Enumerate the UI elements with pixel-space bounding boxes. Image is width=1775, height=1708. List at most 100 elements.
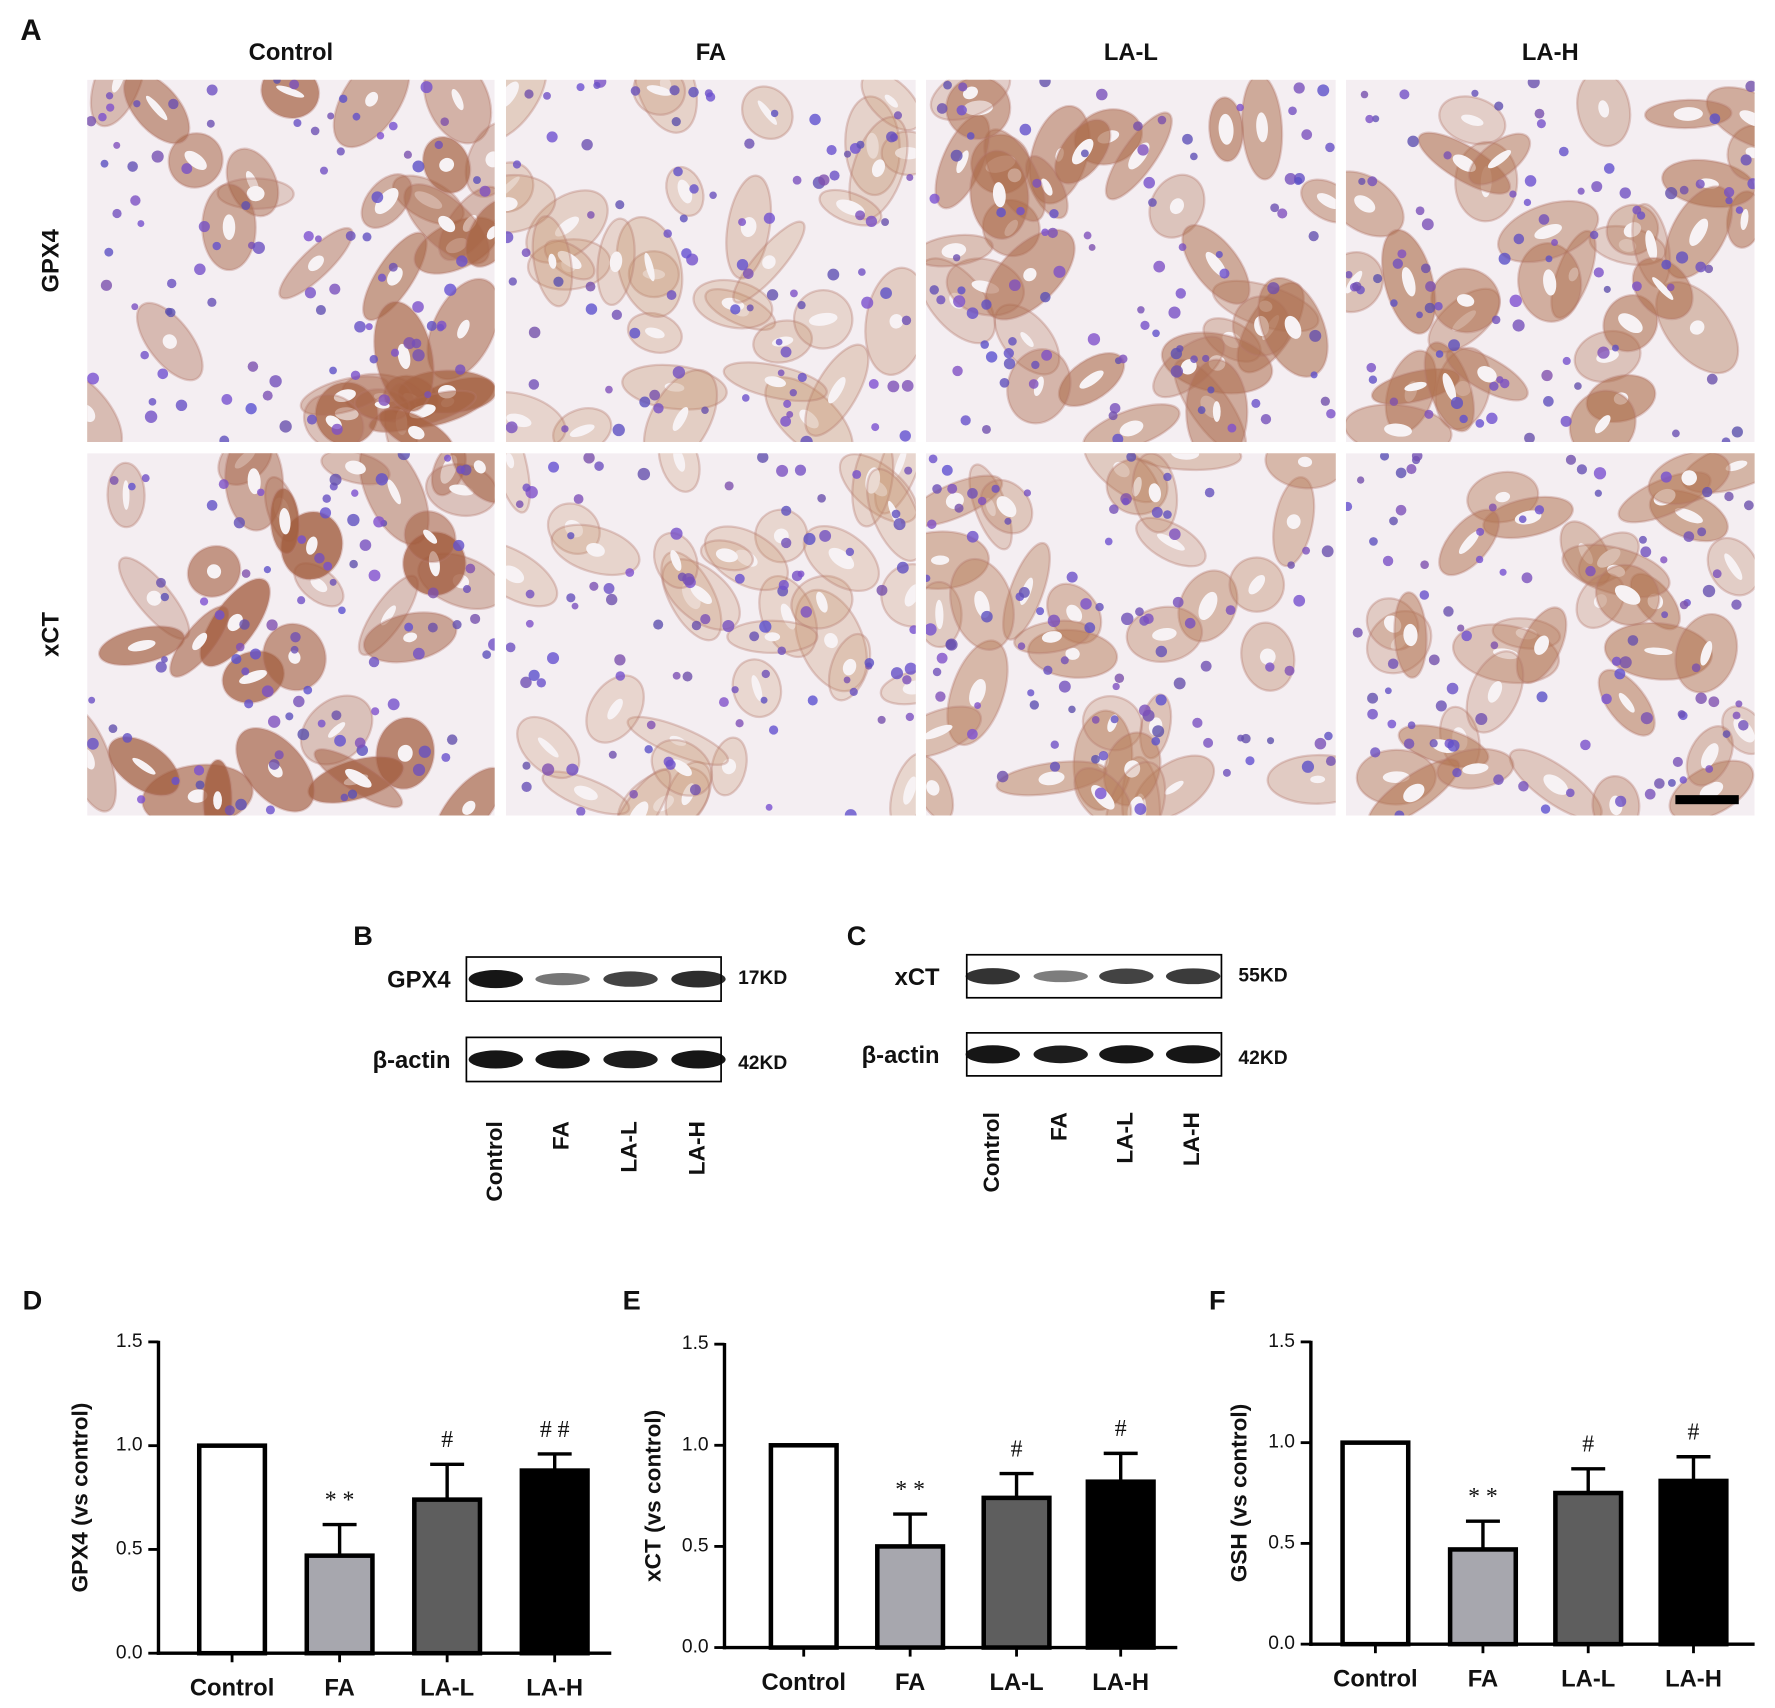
significance-mark: #: [1582, 1432, 1594, 1458]
nucleus: [1040, 291, 1051, 303]
nucleus: [160, 592, 170, 602]
nucleus: [1325, 756, 1336, 767]
nucleus: [1029, 700, 1040, 710]
lumen: [1543, 269, 1557, 296]
lumen: [1614, 585, 1641, 605]
nucleus: [792, 175, 802, 185]
lumen: [548, 253, 557, 269]
lumen: [816, 591, 828, 613]
nucleus: [904, 466, 913, 475]
nucleus: [566, 763, 579, 776]
nucleus: [1151, 506, 1163, 518]
nucleus: [1178, 243, 1187, 251]
lane-label: LA-L: [617, 1121, 642, 1173]
nucleus: [525, 619, 534, 628]
panel-letter: A: [20, 14, 41, 47]
x-tick-label: LA-L: [420, 1675, 474, 1702]
lumen: [184, 150, 207, 170]
nucleus: [553, 276, 564, 287]
nucleus: [1170, 347, 1183, 360]
nucleus: [1134, 803, 1147, 816]
nucleus: [1321, 545, 1334, 558]
nucleus: [1450, 396, 1464, 410]
panel-letter: D: [23, 1284, 43, 1315]
lane-label: LA-H: [1179, 1112, 1204, 1166]
nucleus: [446, 734, 458, 745]
nucleus: [1407, 721, 1416, 730]
nucleus: [1640, 546, 1652, 558]
nucleus: [1597, 346, 1610, 359]
lumen: [288, 650, 301, 664]
nucleus: [679, 214, 688, 223]
nucleus: [1182, 133, 1193, 145]
nucleus: [1288, 106, 1297, 116]
nucleus: [329, 283, 341, 295]
nucleus: [88, 696, 96, 704]
nucleus: [1345, 271, 1353, 279]
lumen: [1316, 193, 1336, 210]
nucleus: [896, 561, 909, 574]
lumen: [1487, 681, 1503, 703]
nucleus: [1204, 487, 1215, 498]
nucleus: [181, 163, 193, 175]
nucleus: [1301, 129, 1313, 140]
nucleus: [1493, 774, 1504, 785]
nucleus: [1494, 101, 1504, 111]
nucleus: [967, 728, 978, 740]
nucleus: [303, 231, 314, 242]
nucleus: [1173, 677, 1186, 690]
lumen: [1170, 453, 1200, 460]
nucleus: [1399, 89, 1410, 100]
lumen: [449, 484, 474, 496]
x-tick-label: LA-H: [1092, 1669, 1149, 1696]
nucleus: [274, 750, 284, 760]
nucleus: [1672, 756, 1683, 767]
nucleus: [585, 281, 596, 292]
nucleus: [1731, 426, 1743, 438]
band: [1099, 968, 1154, 984]
nucleus: [412, 647, 425, 660]
lumen: [1297, 456, 1313, 468]
lumen: [1461, 114, 1484, 126]
nucleus: [1083, 231, 1092, 240]
nucleus: [893, 518, 906, 531]
lumen: [569, 424, 595, 438]
nucleus: [1003, 357, 1016, 370]
lumen: [1674, 508, 1703, 524]
nucleus: [352, 112, 361, 121]
nucleus: [265, 805, 275, 815]
nucleus: [818, 174, 830, 186]
nucleus: [354, 737, 366, 749]
nucleus: [682, 573, 695, 586]
nucleus: [966, 307, 979, 319]
nucleus: [929, 285, 939, 295]
nucleus: [1524, 175, 1537, 187]
y-tick-label: 1.5: [116, 1331, 143, 1352]
nucleus: [958, 82, 968, 92]
lumen: [1248, 574, 1266, 595]
lumen: [1023, 267, 1037, 282]
lumen: [1259, 648, 1276, 665]
nucleus: [1420, 263, 1431, 274]
lumen: [439, 157, 455, 172]
nucleus: [368, 656, 380, 668]
nucleus: [546, 131, 558, 143]
band-size: 42KD: [738, 1053, 787, 1074]
lumen: [1492, 648, 1519, 660]
nucleus: [373, 516, 385, 528]
nucleus: [1721, 437, 1731, 442]
y-tick-label: 1.0: [1268, 1432, 1295, 1453]
nucleus: [1190, 152, 1198, 161]
nucleus: [718, 697, 729, 708]
nucleus: [1695, 261, 1707, 273]
nucleus: [887, 380, 900, 393]
lumen: [1462, 763, 1489, 775]
bar: [412, 1497, 483, 1656]
nucleus: [1096, 88, 1108, 101]
lumen: [506, 565, 525, 584]
nucleus: [512, 160, 522, 169]
nucleus: [1148, 198, 1157, 207]
nucleus: [285, 712, 294, 721]
nucleus: [1661, 259, 1672, 270]
bar: [304, 1553, 375, 1656]
